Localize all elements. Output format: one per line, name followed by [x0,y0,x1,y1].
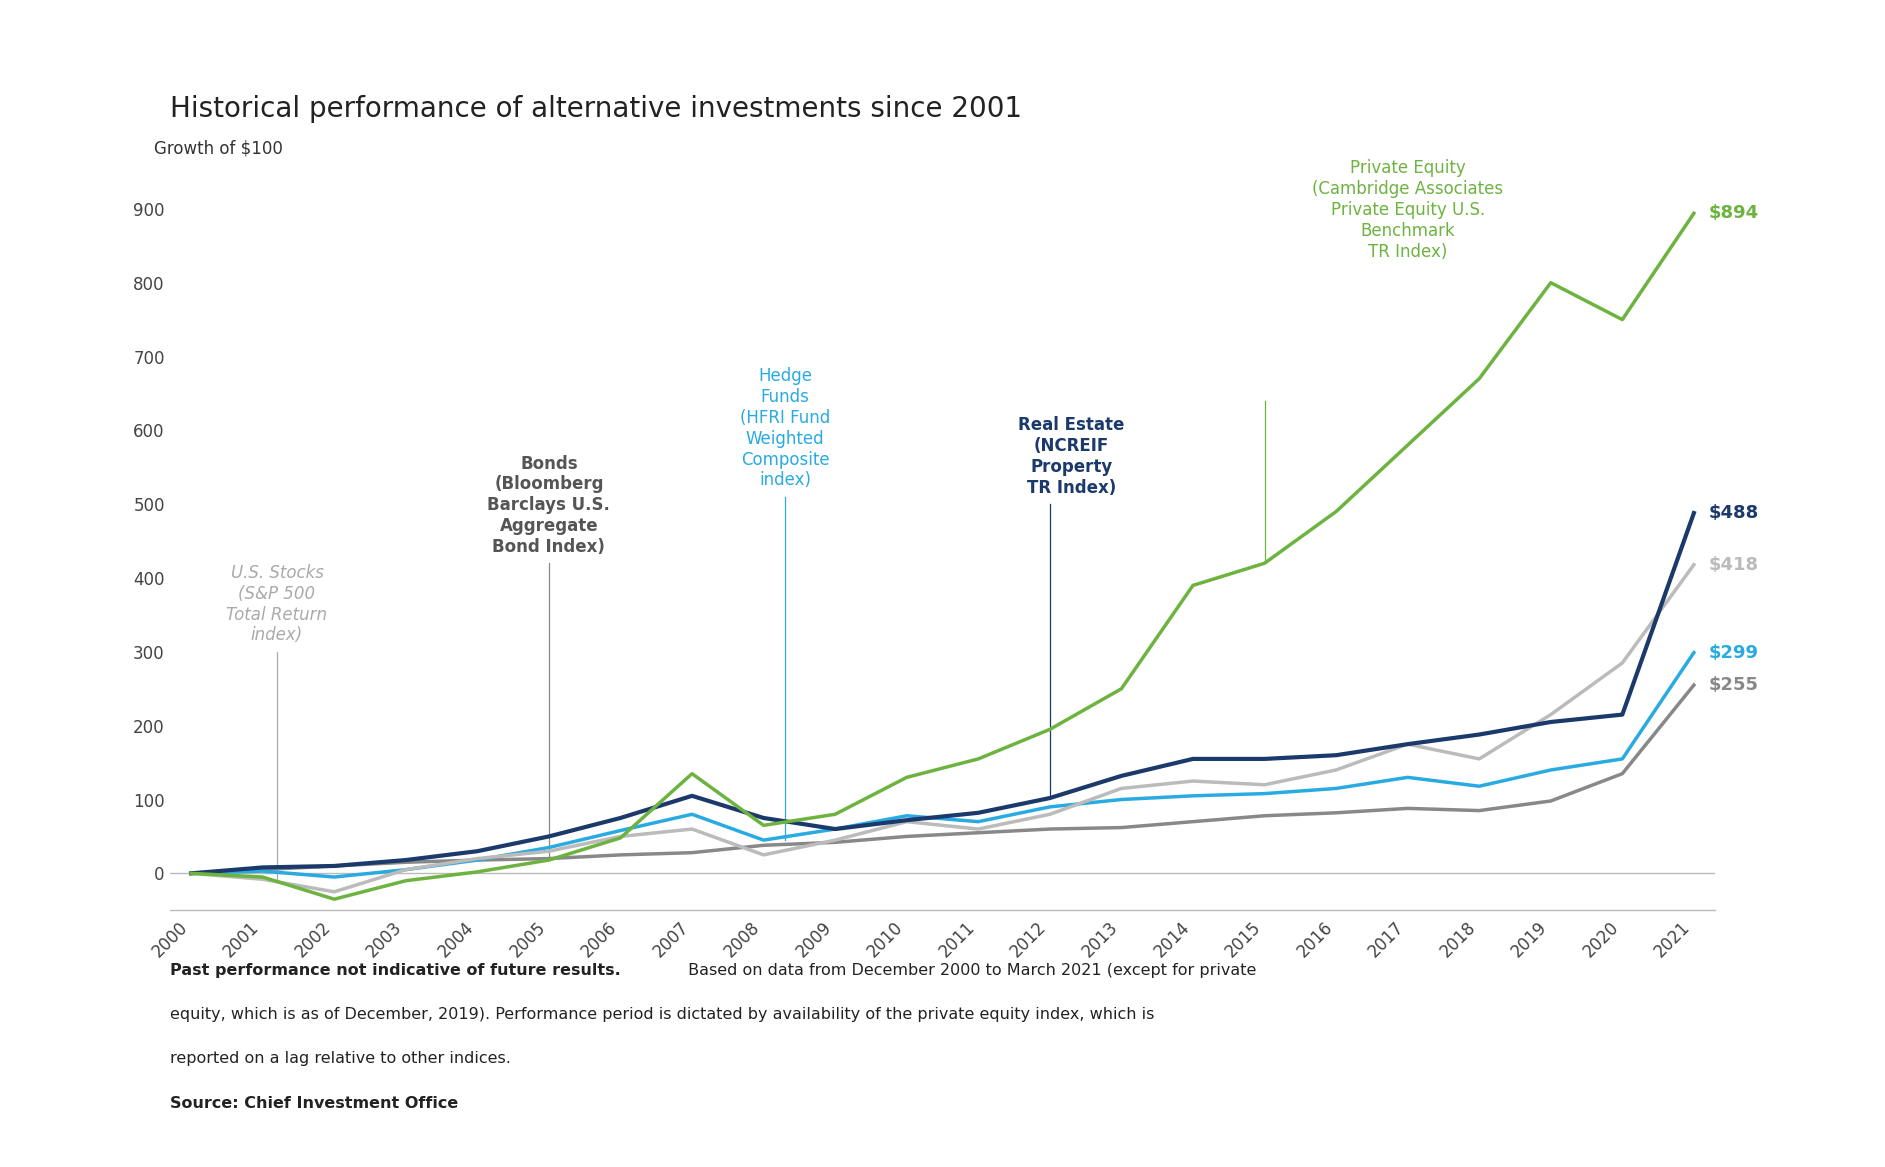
Text: Historical performance of alternative investments since 2001: Historical performance of alternative in… [170,95,1022,123]
Text: U.S. Stocks
(S&P 500
Total Return
index): U.S. Stocks (S&P 500 Total Return index) [226,564,328,644]
Text: $488: $488 [1708,504,1759,522]
Text: Bonds
(Bloomberg
Barclays U.S.
Aggregate
Bond Index): Bonds (Bloomberg Barclays U.S. Aggregate… [488,455,611,555]
Text: equity, which is as of December, 2019). Performance period is dictated by availa: equity, which is as of December, 2019). … [170,1007,1154,1022]
Text: Hedge
Funds
(HFRI Fund
Weighted
Composite
index): Hedge Funds (HFRI Fund Weighted Composit… [741,368,829,489]
Text: Growth of $100: Growth of $100 [155,140,283,158]
Text: Real Estate
(NCREIF
Property
TR Index): Real Estate (NCREIF Property TR Index) [1018,417,1125,497]
Text: $299: $299 [1708,643,1759,662]
Text: $418: $418 [1708,555,1759,574]
Text: reported on a lag relative to other indices.: reported on a lag relative to other indi… [170,1051,511,1067]
Text: Source: Chief Investment Office: Source: Chief Investment Office [170,1096,458,1111]
Text: Private Equity
(Cambridge Associates
Private Equity U.S.
Benchmark
TR Index): Private Equity (Cambridge Associates Pri… [1312,160,1502,260]
Text: $894: $894 [1708,204,1759,222]
Text: Based on data from December 2000 to March 2021 (except for private: Based on data from December 2000 to Marc… [684,963,1257,978]
Text: $255: $255 [1708,676,1759,694]
Text: Past performance not indicative of future results.: Past performance not indicative of futur… [170,963,620,978]
